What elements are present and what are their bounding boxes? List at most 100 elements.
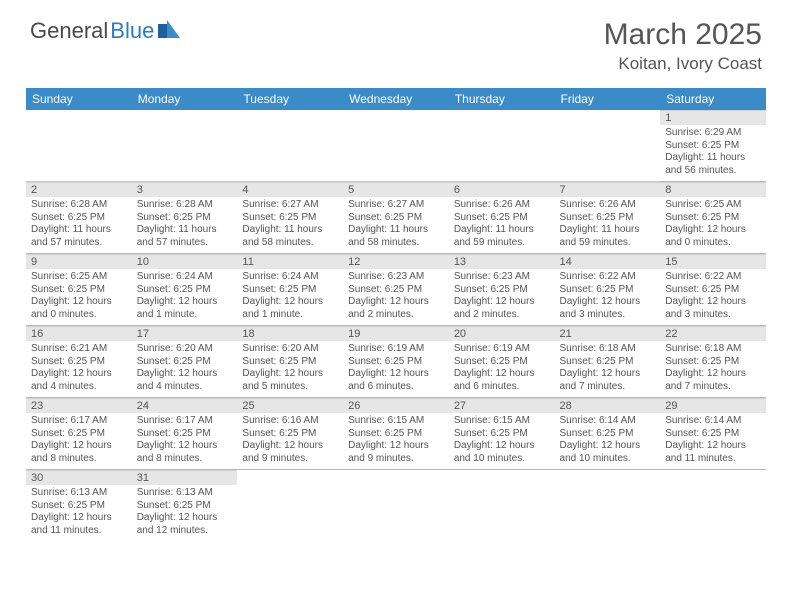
- day-details: Sunrise: 6:13 AMSunset: 6:25 PMDaylight:…: [26, 485, 132, 537]
- day-details: Sunrise: 6:18 AMSunset: 6:25 PMDaylight:…: [555, 341, 661, 393]
- calendar-cell: 30Sunrise: 6:13 AMSunset: 6:25 PMDayligh…: [26, 470, 132, 542]
- calendar-cell: 10Sunrise: 6:24 AMSunset: 6:25 PMDayligh…: [132, 254, 238, 326]
- title-block: March 2025 Koitan, Ivory Coast: [604, 18, 762, 74]
- calendar-cell: 2Sunrise: 6:28 AMSunset: 6:25 PMDaylight…: [26, 182, 132, 254]
- day-details: Sunrise: 6:26 AMSunset: 6:25 PMDaylight:…: [449, 197, 555, 249]
- calendar-cell: [555, 470, 661, 542]
- calendar-cell: [343, 470, 449, 542]
- day-header: Friday: [555, 88, 661, 110]
- calendar-head: SundayMondayTuesdayWednesdayThursdayFrid…: [26, 88, 766, 110]
- calendar-cell: 25Sunrise: 6:16 AMSunset: 6:25 PMDayligh…: [237, 398, 343, 470]
- day-details: Sunrise: 6:26 AMSunset: 6:25 PMDaylight:…: [555, 197, 661, 249]
- calendar-cell: 27Sunrise: 6:15 AMSunset: 6:25 PMDayligh…: [449, 398, 555, 470]
- calendar-cell: 13Sunrise: 6:23 AMSunset: 6:25 PMDayligh…: [449, 254, 555, 326]
- calendar-cell: 7Sunrise: 6:26 AMSunset: 6:25 PMDaylight…: [555, 182, 661, 254]
- day-number: 2: [26, 182, 132, 197]
- calendar-cell: 18Sunrise: 6:20 AMSunset: 6:25 PMDayligh…: [237, 326, 343, 398]
- day-number: 11: [237, 254, 343, 269]
- day-details: Sunrise: 6:20 AMSunset: 6:25 PMDaylight:…: [237, 341, 343, 393]
- logo: GeneralBlue: [30, 18, 184, 44]
- day-number: 30: [26, 470, 132, 485]
- calendar-cell: [660, 470, 766, 542]
- calendar-cell: 14Sunrise: 6:22 AMSunset: 6:25 PMDayligh…: [555, 254, 661, 326]
- calendar-cell: 20Sunrise: 6:19 AMSunset: 6:25 PMDayligh…: [449, 326, 555, 398]
- day-details: Sunrise: 6:29 AMSunset: 6:25 PMDaylight:…: [660, 125, 766, 177]
- day-details: Sunrise: 6:25 AMSunset: 6:25 PMDaylight:…: [26, 269, 132, 321]
- day-header: Thursday: [449, 88, 555, 110]
- day-details: Sunrise: 6:17 AMSunset: 6:25 PMDaylight:…: [26, 413, 132, 465]
- day-number: 12: [343, 254, 449, 269]
- calendar-cell: [26, 110, 132, 182]
- day-number: 13: [449, 254, 555, 269]
- day-number: 3: [132, 182, 238, 197]
- calendar-cell: 28Sunrise: 6:14 AMSunset: 6:25 PMDayligh…: [555, 398, 661, 470]
- day-number: 18: [237, 326, 343, 341]
- calendar-cell: 23Sunrise: 6:17 AMSunset: 6:25 PMDayligh…: [26, 398, 132, 470]
- day-details: Sunrise: 6:18 AMSunset: 6:25 PMDaylight:…: [660, 341, 766, 393]
- calendar-cell: 21Sunrise: 6:18 AMSunset: 6:25 PMDayligh…: [555, 326, 661, 398]
- day-details: Sunrise: 6:25 AMSunset: 6:25 PMDaylight:…: [660, 197, 766, 249]
- calendar-cell: 6Sunrise: 6:26 AMSunset: 6:25 PMDaylight…: [449, 182, 555, 254]
- day-details: Sunrise: 6:17 AMSunset: 6:25 PMDaylight:…: [132, 413, 238, 465]
- calendar-cell: [555, 110, 661, 182]
- day-number: 4: [237, 182, 343, 197]
- calendar-cell: 15Sunrise: 6:22 AMSunset: 6:25 PMDayligh…: [660, 254, 766, 326]
- calendar-cell: [237, 110, 343, 182]
- day-number: 17: [132, 326, 238, 341]
- calendar-cell: [237, 470, 343, 542]
- calendar-cell: 12Sunrise: 6:23 AMSunset: 6:25 PMDayligh…: [343, 254, 449, 326]
- day-details: Sunrise: 6:19 AMSunset: 6:25 PMDaylight:…: [449, 341, 555, 393]
- day-details: Sunrise: 6:22 AMSunset: 6:25 PMDaylight:…: [555, 269, 661, 321]
- day-number: 24: [132, 398, 238, 413]
- day-number: 7: [555, 182, 661, 197]
- day-details: Sunrise: 6:23 AMSunset: 6:25 PMDaylight:…: [449, 269, 555, 321]
- day-header: Monday: [132, 88, 238, 110]
- day-number: 14: [555, 254, 661, 269]
- calendar-cell: 11Sunrise: 6:24 AMSunset: 6:25 PMDayligh…: [237, 254, 343, 326]
- calendar-cell: [343, 110, 449, 182]
- calendar-cell: 29Sunrise: 6:14 AMSunset: 6:25 PMDayligh…: [660, 398, 766, 470]
- logo-text-2: Blue: [110, 18, 154, 44]
- day-header: Tuesday: [237, 88, 343, 110]
- logo-text-1: General: [30, 18, 108, 44]
- calendar-cell: 3Sunrise: 6:28 AMSunset: 6:25 PMDaylight…: [132, 182, 238, 254]
- day-details: Sunrise: 6:14 AMSunset: 6:25 PMDaylight:…: [660, 413, 766, 465]
- day-number: 8: [660, 182, 766, 197]
- day-details: Sunrise: 6:28 AMSunset: 6:25 PMDaylight:…: [26, 197, 132, 249]
- day-number: 27: [449, 398, 555, 413]
- day-number: 19: [343, 326, 449, 341]
- day-details: Sunrise: 6:27 AMSunset: 6:25 PMDaylight:…: [237, 197, 343, 249]
- calendar-cell: 19Sunrise: 6:19 AMSunset: 6:25 PMDayligh…: [343, 326, 449, 398]
- calendar-cell: 17Sunrise: 6:20 AMSunset: 6:25 PMDayligh…: [132, 326, 238, 398]
- day-number: 15: [660, 254, 766, 269]
- calendar-cell: 24Sunrise: 6:17 AMSunset: 6:25 PMDayligh…: [132, 398, 238, 470]
- day-number: 1: [660, 110, 766, 125]
- day-number: 28: [555, 398, 661, 413]
- day-number: 21: [555, 326, 661, 341]
- day-details: Sunrise: 6:23 AMSunset: 6:25 PMDaylight:…: [343, 269, 449, 321]
- day-details: Sunrise: 6:15 AMSunset: 6:25 PMDaylight:…: [343, 413, 449, 465]
- day-number: 9: [26, 254, 132, 269]
- day-header: Sunday: [26, 88, 132, 110]
- calendar-cell: 4Sunrise: 6:27 AMSunset: 6:25 PMDaylight…: [237, 182, 343, 254]
- day-details: Sunrise: 6:27 AMSunset: 6:25 PMDaylight:…: [343, 197, 449, 249]
- day-details: Sunrise: 6:15 AMSunset: 6:25 PMDaylight:…: [449, 413, 555, 465]
- calendar-table: SundayMondayTuesdayWednesdayThursdayFrid…: [26, 88, 766, 542]
- day-details: Sunrise: 6:16 AMSunset: 6:25 PMDaylight:…: [237, 413, 343, 465]
- calendar-cell: 22Sunrise: 6:18 AMSunset: 6:25 PMDayligh…: [660, 326, 766, 398]
- location: Koitan, Ivory Coast: [604, 54, 762, 74]
- day-number: 16: [26, 326, 132, 341]
- day-header: Saturday: [660, 88, 766, 110]
- day-details: Sunrise: 6:14 AMSunset: 6:25 PMDaylight:…: [555, 413, 661, 465]
- day-details: Sunrise: 6:21 AMSunset: 6:25 PMDaylight:…: [26, 341, 132, 393]
- day-number: 10: [132, 254, 238, 269]
- flag-icon: [158, 18, 184, 44]
- day-details: Sunrise: 6:13 AMSunset: 6:25 PMDaylight:…: [132, 485, 238, 537]
- calendar-cell: 9Sunrise: 6:25 AMSunset: 6:25 PMDaylight…: [26, 254, 132, 326]
- day-details: Sunrise: 6:24 AMSunset: 6:25 PMDaylight:…: [237, 269, 343, 321]
- header: GeneralBlue March 2025 Koitan, Ivory Coa…: [0, 0, 792, 82]
- month-title: March 2025: [604, 18, 762, 52]
- day-number: 22: [660, 326, 766, 341]
- day-details: Sunrise: 6:19 AMSunset: 6:25 PMDaylight:…: [343, 341, 449, 393]
- day-number: 20: [449, 326, 555, 341]
